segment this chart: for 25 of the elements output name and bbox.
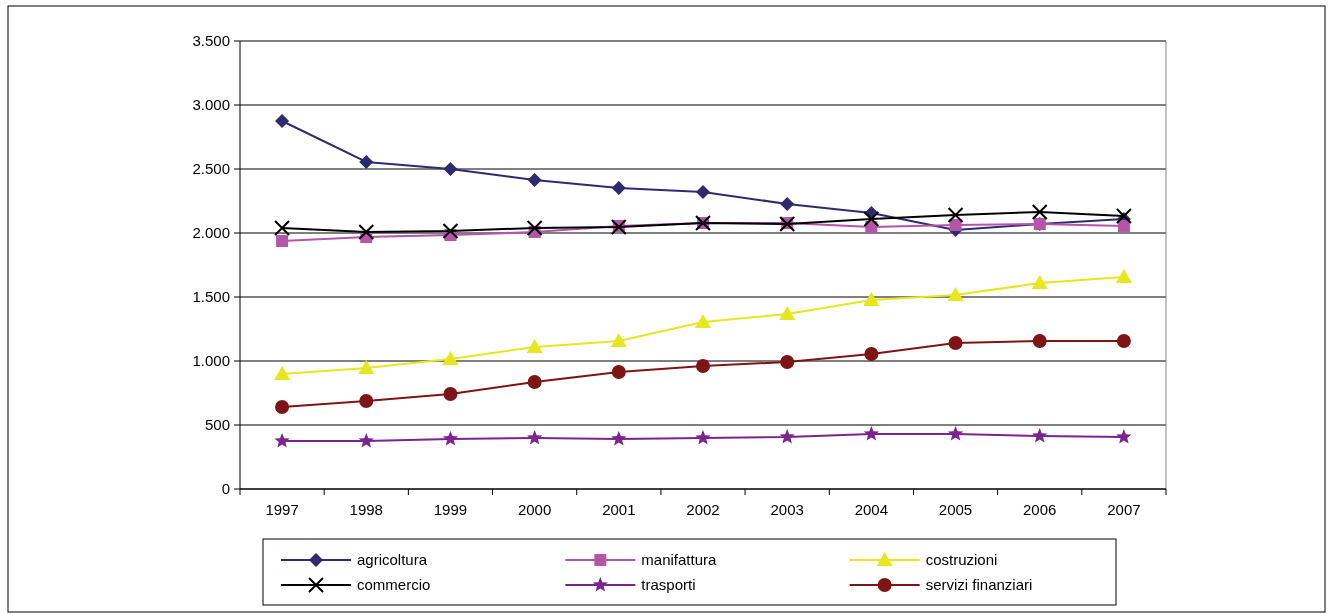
x-tick-label: 1998 — [349, 501, 383, 518]
x-tick-label: 1997 — [265, 501, 299, 518]
y-tick-label: 1.000 — [192, 352, 230, 370]
y-tick-label: 2.500 — [192, 160, 230, 178]
y-tick-label: 500 — [204, 416, 230, 434]
x-tick-label: 2007 — [1107, 501, 1141, 518]
x-tick-label: 2003 — [770, 501, 804, 518]
legend-label: servizi finanziari — [925, 576, 1033, 594]
x-tick-label: 2005 — [938, 501, 973, 518]
y-tick-label: 1.500 — [192, 288, 230, 306]
y-tick-label: 3.000 — [192, 96, 230, 114]
x-tick-label: 2006 — [1023, 501, 1057, 518]
legend-label: manifattura — [641, 551, 718, 569]
y-tick-label: 0 — [221, 480, 230, 498]
legend-label: agricoltura — [357, 551, 428, 569]
x-tick-label: 2002 — [686, 501, 720, 518]
x-tick-label: 1999 — [433, 501, 468, 518]
x-tick-label: 2000 — [517, 501, 552, 518]
legend-label: costruzioni — [925, 551, 998, 569]
x-tick-label: 2004 — [854, 501, 889, 518]
legend-label: commercio — [357, 576, 431, 594]
x-tick-label: 2001 — [602, 501, 636, 518]
y-tick-label: 2.000 — [192, 224, 230, 242]
legend-label: trasporti — [641, 576, 696, 594]
y-tick-label: 3.500 — [192, 32, 230, 50]
